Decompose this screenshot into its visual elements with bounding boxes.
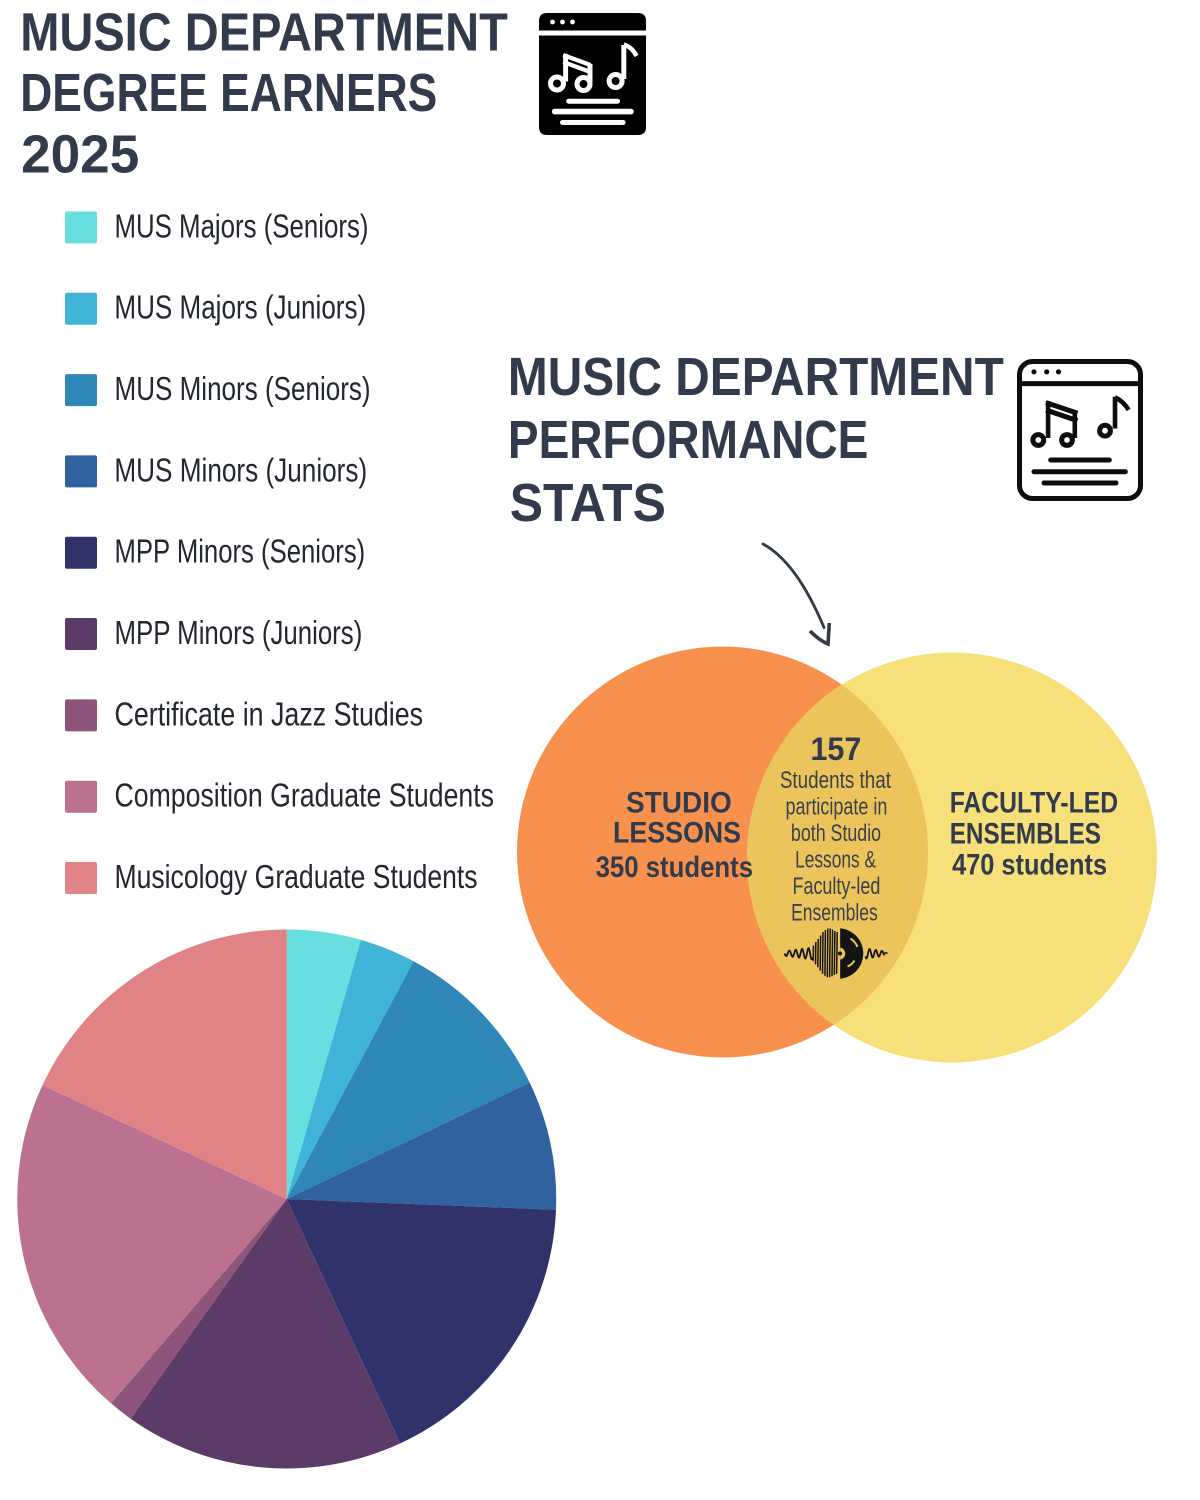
svg-text:157: 157 <box>810 731 861 767</box>
svg-text:Lessons &: Lessons & <box>795 847 876 873</box>
svg-text:MPP Minors (Seniors): MPP Minors (Seniors) <box>115 534 366 571</box>
svg-text:470 students: 470 students <box>952 847 1107 880</box>
svg-text:350 students: 350 students <box>596 850 753 883</box>
svg-text:MUS Minors (Seniors): MUS Minors (Seniors) <box>115 371 371 408</box>
svg-text:MPP Minors (Juniors): MPP Minors (Juniors) <box>115 615 363 652</box>
svg-text:2025: 2025 <box>21 125 139 184</box>
svg-text:Certificate in Jazz Studies: Certificate in Jazz Studies <box>115 697 424 733</box>
svg-text:MUSIC DEPARTMENT: MUSIC DEPARTMENT <box>508 346 1004 406</box>
svg-text:MUS Majors (Seniors): MUS Majors (Seniors) <box>115 208 369 245</box>
svg-text:STATS: STATS <box>510 473 666 533</box>
svg-text:MUSIC DEPARTMENT: MUSIC DEPARTMENT <box>20 2 508 63</box>
svg-text:LESSONS: LESSONS <box>613 816 741 850</box>
svg-text:Musicology Graduate Students: Musicology Graduate Students <box>115 859 478 895</box>
svg-text:Ensembles: Ensembles <box>791 900 878 926</box>
svg-text:both Studio: both Studio <box>791 821 881 847</box>
svg-text:Faculty-led: Faculty-led <box>792 874 880 900</box>
svg-text:MUS Majors (Juniors): MUS Majors (Juniors) <box>114 290 366 327</box>
svg-text:DEGREE EARNERS: DEGREE EARNERS <box>20 63 437 123</box>
svg-text:MUS Minors (Juniors): MUS Minors (Juniors) <box>114 453 367 490</box>
svg-text:PERFORMANCE: PERFORMANCE <box>508 410 868 470</box>
svg-text:ENSEMBLES: ENSEMBLES <box>950 816 1101 850</box>
svg-text:participate in: participate in <box>785 794 887 820</box>
svg-text:Composition Graduate Students: Composition Graduate Students <box>115 778 494 814</box>
svg-text:Students that: Students that <box>780 766 891 794</box>
svg-text:FACULTY-LED: FACULTY-LED <box>950 785 1118 819</box>
svg-text:STUDIO: STUDIO <box>626 787 732 820</box>
